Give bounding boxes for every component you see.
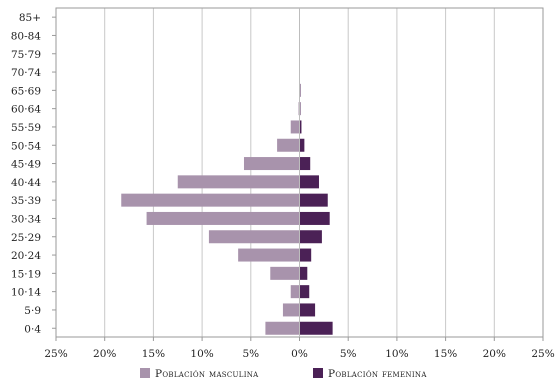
bar-female-25-29 [299,230,322,244]
bar-female-40-44 [299,175,319,189]
bar-male-15-19 [270,266,300,280]
bar-male-35-39 [121,193,300,207]
y-tick-label: 80-84 [11,30,42,42]
y-tick-label: 15·19 [11,268,41,280]
y-tick-label: 75·79 [11,49,41,61]
x-tick-label: 15% [434,348,457,360]
x-tick-label: 5% [340,348,357,360]
x-tick-label: 15% [142,348,165,360]
y-tick-label: 60·64 [11,104,41,116]
y-tick-label: 20·24 [11,250,41,262]
x-tick-label: 0% [291,348,308,360]
bar-male-20-24 [238,248,300,262]
bar-female-5-9 [299,303,316,317]
bar-female-30-34 [299,211,330,225]
y-tick-label: 65·69 [11,85,41,97]
y-tick-label: 30·34 [11,213,41,225]
bar-male-0-4 [265,321,300,335]
legend-label-male: Población masculina [155,368,259,380]
x-tick-label: 25% [44,348,67,360]
bar-male-5-9 [282,303,300,317]
y-tick-label: 5·9 [24,305,41,317]
bar-male-25-29 [208,230,300,244]
bar-female-15-19 [299,266,308,280]
bar-female-10-14 [299,285,310,299]
bar-male-50-54 [277,138,300,152]
bar-male-45-49 [243,157,300,171]
y-tick-label: 70·74 [11,67,41,79]
y-tick-label: 50·54 [11,140,41,152]
y-tick-label: 85+ [19,12,41,24]
bar-male-10-14 [290,285,300,299]
x-tick-label: 10% [385,348,408,360]
y-tick-label: 25·29 [11,232,41,244]
x-tick-label: 10% [190,348,213,360]
bar-female-20-24 [299,248,312,262]
legend-label-female: Población femenina [328,368,427,380]
bar-female-35-39 [299,193,328,207]
bar-female-50-54 [299,138,305,152]
x-tick-label: 20% [93,348,116,360]
x-tick-label: 5% [242,348,259,360]
bar-female-55-59 [299,120,302,134]
bar-male-55-59 [290,120,300,134]
x-tick-label: 25% [531,348,554,360]
y-tick-label: 35·39 [11,195,41,207]
y-tick-label: 10·14 [11,287,41,299]
y-tick-label: 40·44 [11,177,41,189]
bar-male-30-34 [146,211,300,225]
y-tick-label: 0·4 [24,323,41,335]
legend-swatch-female [313,368,323,378]
bar-female-45-49 [299,157,311,171]
y-tick-label: 45·49 [11,159,41,171]
legend-swatch-male [140,368,150,378]
bar-male-40-44 [177,175,300,189]
x-tick-label: 20% [483,348,506,360]
bar-female-0-4 [299,321,333,335]
y-tick-label: 55·59 [11,122,41,134]
